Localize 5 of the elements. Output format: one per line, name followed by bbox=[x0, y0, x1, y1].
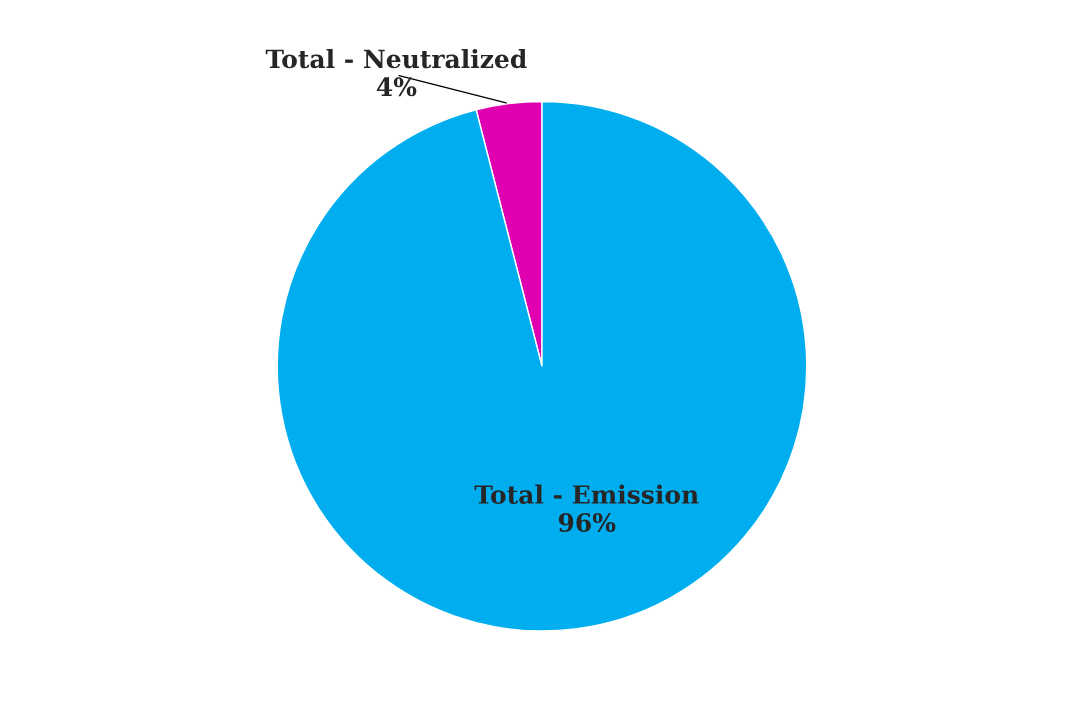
pie-slice bbox=[276, 100, 808, 632]
slice-label: Total - Neutralized bbox=[265, 48, 527, 69]
data-label: 4% bbox=[376, 77, 417, 97]
slice-label: Total - Emission bbox=[474, 484, 699, 504]
data-label: 96% bbox=[558, 513, 616, 532]
